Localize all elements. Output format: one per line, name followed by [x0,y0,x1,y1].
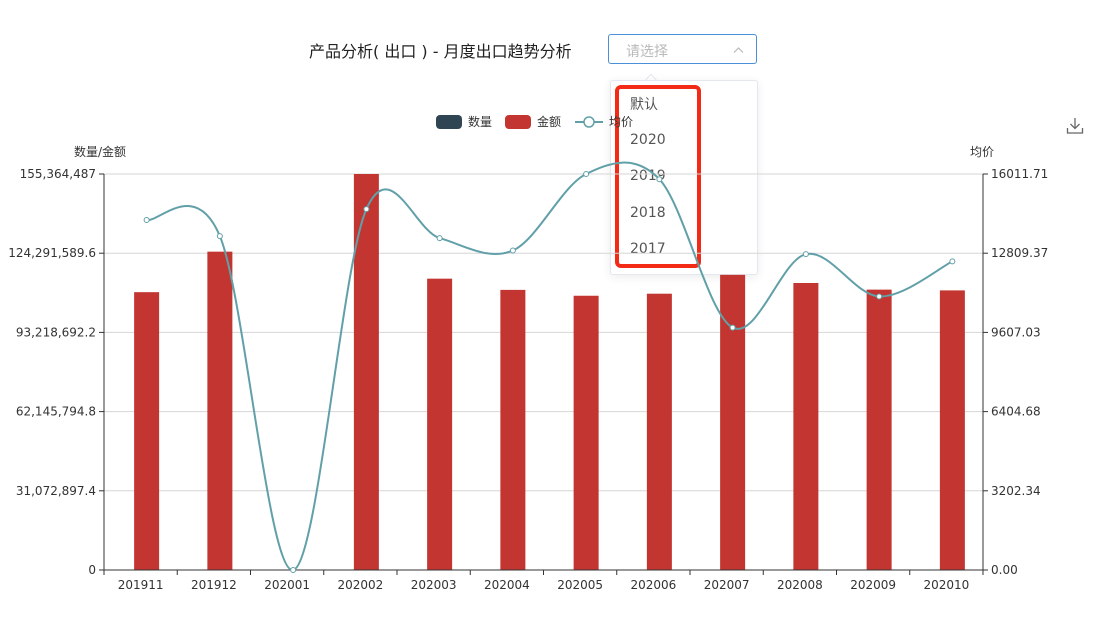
y-left-tick-label: 155,364,487 [20,167,96,181]
y-left-tick-label: 124,291,589.6 [8,246,96,260]
year-dropdown [610,80,758,275]
x-tick-label: 202003 [411,578,457,592]
line-avg-price [146,161,953,571]
bar-amount [500,289,526,570]
x-tick-label: 201912 [191,578,237,592]
x-tick-label: 201911 [118,578,164,592]
option-2018[interactable]: 2018 [630,205,666,221]
options-highlight-box [615,85,701,268]
x-tick-label: 202002 [337,578,383,592]
x-tick-label: 202008 [777,578,823,592]
page-title: 产品分析( 出口 ) - 月度出口趋势分析 [309,42,572,61]
bar-amount [866,289,892,570]
y-left-tick-label: 93,218,692.2 [16,325,96,339]
y-left-tick-label: 31,072,897.4 [16,484,96,498]
point-avg-price [290,567,297,573]
y-right-axis-label: 均价 [970,145,994,159]
y-right-tick-label: 3202.34 [991,484,1041,498]
point-avg-price [363,206,370,213]
bar-amount [207,251,233,570]
x-tick-label: 202004 [484,578,530,592]
point-avg-price [802,251,809,258]
point-avg-price [656,176,663,183]
year-select[interactable]: 请选择 [608,34,757,64]
point-avg-price [876,293,883,300]
point-avg-price [143,217,150,224]
point-avg-price [436,235,443,242]
legend-label-avg: 均价 [609,115,633,129]
point-avg-price [509,247,516,254]
bar-amount [427,278,453,570]
legend-label-count: 数量 [468,114,492,129]
x-tick-label: 202001 [264,578,310,592]
point-avg-price [583,171,590,177]
x-tick-label: 202010 [923,578,969,592]
legend-swatch-count [436,115,462,129]
chevron-up-icon [733,47,744,53]
y-right-tick-label: 9607.03 [991,325,1041,339]
download-icon[interactable] [1065,116,1085,136]
point-avg-price [729,324,736,331]
dropdown-caret [645,74,657,81]
y-left-tick-label: 62,145,794.8 [16,405,96,419]
y-right-tick-label: 0.00 [991,563,1018,577]
bar-amount [646,293,672,570]
bar-amount [939,290,965,570]
y-right-tick-label: 6404.68 [991,405,1041,419]
x-tick-label: 202009 [850,578,896,592]
legend-label-amount: 金额 [537,114,561,129]
y-left-tick-label: 0 [88,563,96,577]
bar-amount [353,174,379,570]
bar-amount [134,292,160,570]
x-tick-label: 202005 [557,578,603,592]
select-placeholder: 请选择 [626,44,668,60]
bar-amount [720,274,746,570]
bar-amount [793,283,819,570]
legend-swatch-avg-dot [583,116,595,128]
point-avg-price [949,258,956,265]
option-default[interactable]: 默认 [630,97,658,113]
option-2020[interactable]: 2020 [630,132,666,148]
x-tick-label: 202007 [704,578,750,592]
point-avg-price [216,233,223,240]
bar-amount [573,295,599,570]
y-right-tick-label: 16011.71 [991,167,1048,181]
x-tick-label: 202006 [630,578,676,592]
legend-swatch-amount [505,115,531,129]
y-right-tick-label: 12809.37 [991,246,1048,260]
y-left-axis-label: 数量/金额 [74,144,126,159]
